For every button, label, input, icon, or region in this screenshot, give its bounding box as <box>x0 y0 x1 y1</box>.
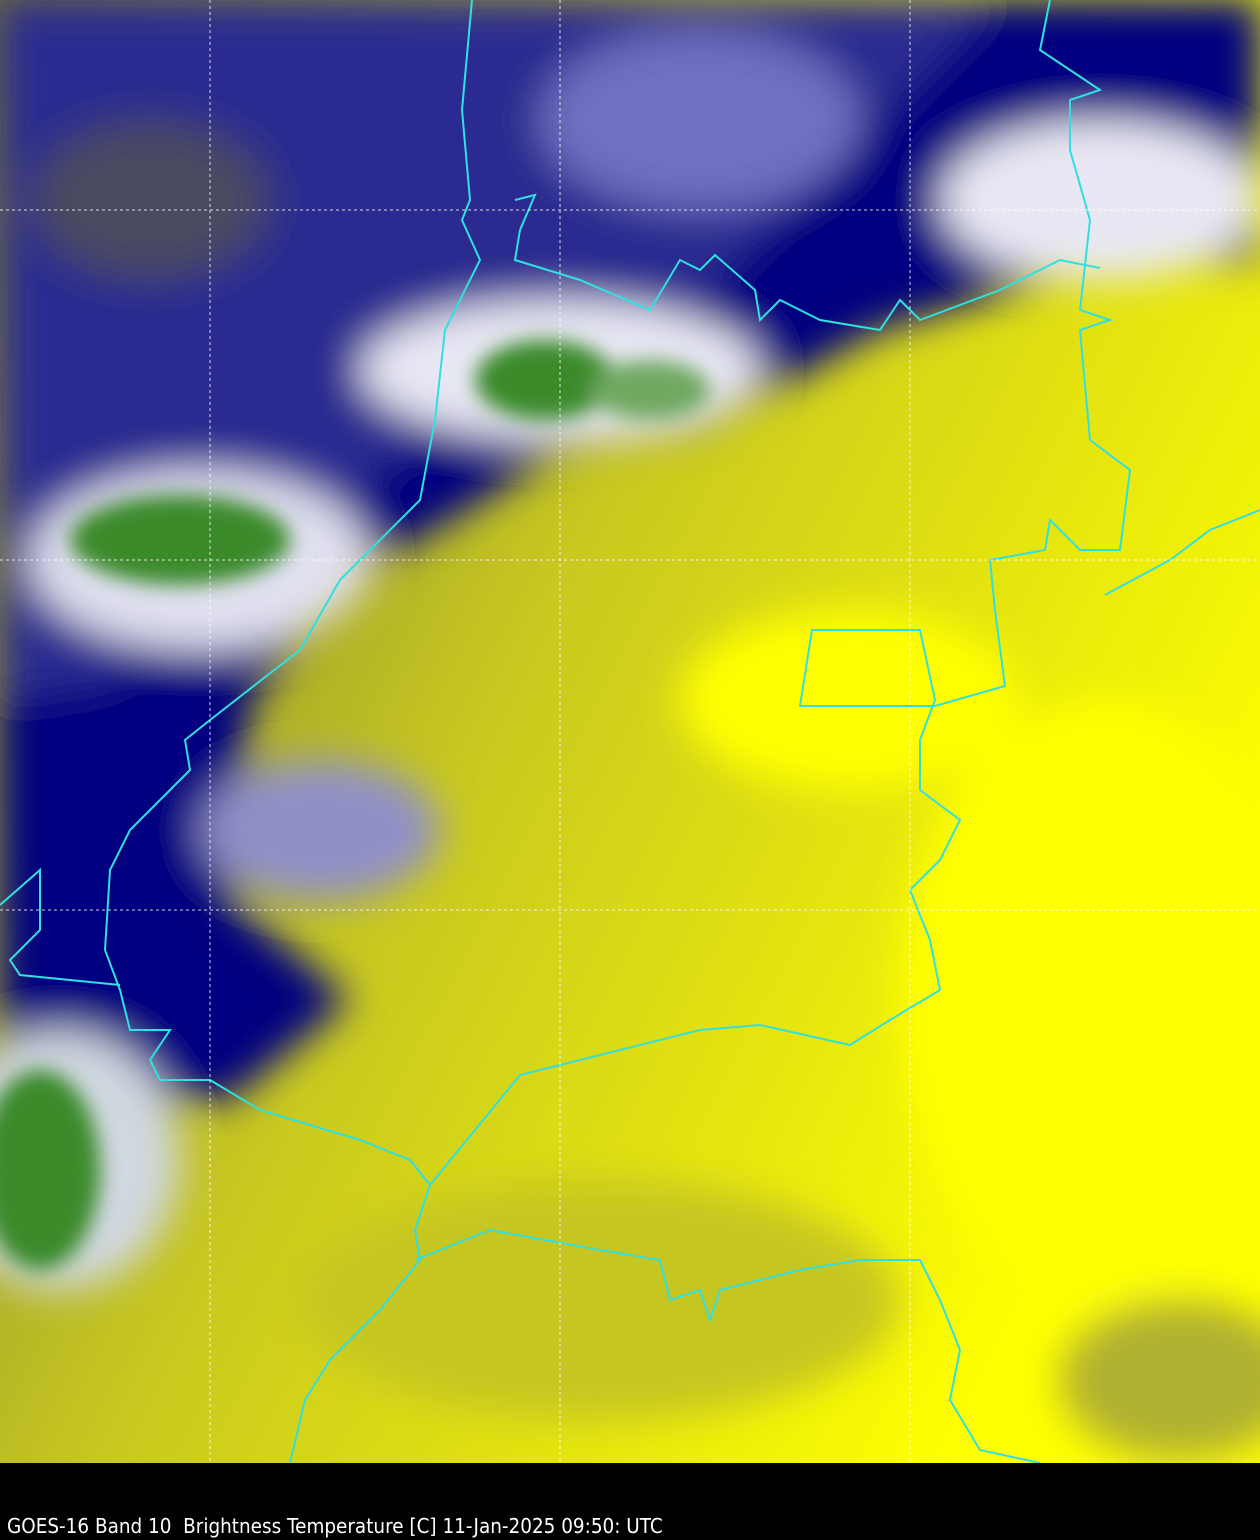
image-caption: GOES-16 Band 10 Brightness Temperature [… <box>7 1514 663 1538</box>
border-lines <box>0 0 1260 1463</box>
very-cold-cloud-tops <box>0 340 710 1270</box>
lat-lon-grid <box>0 0 1260 1463</box>
satellite-map <box>0 0 1260 1463</box>
